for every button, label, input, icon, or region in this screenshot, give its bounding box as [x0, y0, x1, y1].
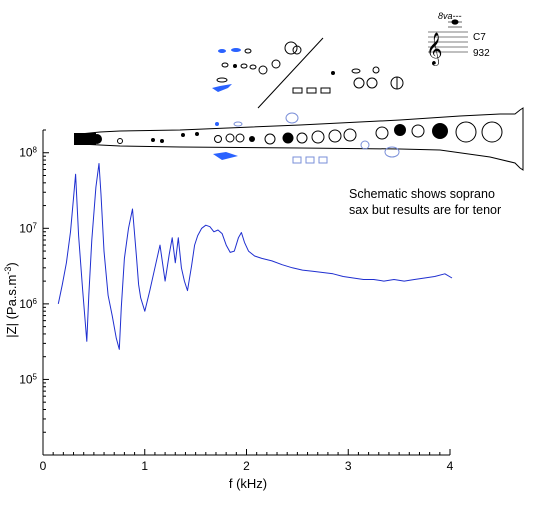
sax-key-ghost: [384, 146, 400, 158]
fingering-key: [258, 65, 268, 75]
sax-tone-hole: [394, 124, 406, 136]
note-frequency: 932: [473, 48, 490, 59]
fingering-key: [353, 77, 365, 89]
x-axis-label: f (kHz): [229, 476, 267, 491]
fingering-chart: [212, 37, 404, 109]
fingering-key: [306, 87, 317, 94]
sax-tone-hole: [481, 121, 503, 143]
fingering-key: [244, 48, 252, 54]
y-axis-label: |Z| (Pa.s.m-3): [3, 262, 19, 337]
y-tick-label: 106: [19, 296, 37, 311]
y-axis-label-close: ): [4, 262, 19, 266]
saxophone-schematic: [74, 107, 524, 171]
sax-mouthpiece: [74, 133, 96, 145]
fingering-key: [240, 63, 248, 69]
annotation-line: Schematic shows soprano: [349, 187, 495, 201]
y-tick-label-base: 10: [19, 221, 33, 235]
sax-tone-hole: [411, 124, 425, 138]
sax-tone-hole: [151, 138, 155, 142]
y-tick-label: 105: [19, 372, 37, 387]
sax-key-highlight: [215, 122, 219, 126]
x-tick-label: 2: [243, 459, 250, 473]
y-axis-label-exponent: -3: [3, 267, 13, 275]
sax-tone-hole: [455, 121, 477, 143]
sax-tone-hole: [328, 129, 342, 143]
sax-tone-hole: [296, 132, 308, 144]
series-layer: [57, 163, 453, 350]
fingering-key: [271, 59, 281, 69]
sax-tone-hole: [264, 133, 276, 145]
annotation-line: sax but results are for tenor: [349, 203, 502, 217]
fingering-key: [292, 87, 303, 94]
sax-key-ghost: [233, 121, 243, 127]
sax-tone-hole: [117, 138, 123, 144]
sax-tone-hole: [181, 133, 185, 137]
note-ottava: 8va---: [438, 11, 462, 21]
y-axis-label-main: |Z| (Pa.s.m: [4, 275, 19, 338]
sax-key-ghost: [360, 140, 370, 150]
fingering-key: [284, 41, 298, 55]
sax-tone-hole: [282, 132, 294, 144]
fingering-divider: [257, 37, 324, 109]
sax-key-ghost: [318, 156, 328, 164]
fingering-key: [216, 77, 228, 83]
fingering-key: [249, 64, 257, 70]
y-tick-label-exponent: 5: [33, 372, 38, 381]
x-tick-label: 1: [141, 459, 148, 473]
sax-key-ghost: [305, 156, 315, 164]
y-tick-label-base: 10: [19, 146, 33, 160]
note-name: C7: [473, 32, 486, 43]
sax-tone-hole: [249, 136, 255, 142]
sax-key-highlight: [213, 152, 238, 160]
sax-tone-hole: [311, 130, 325, 144]
note-head: [451, 19, 459, 25]
annotation-note: Schematic shows soprano sax but results …: [349, 186, 501, 218]
plot-axes: [42, 130, 450, 456]
y-tick-label-base: 10: [19, 372, 33, 386]
fingering-key: [320, 87, 331, 94]
sax-tone-hole: [343, 128, 357, 142]
y-tick-label-base: 10: [19, 297, 33, 311]
fingering-key: [372, 66, 380, 74]
sax-tone-hole: [235, 133, 245, 143]
sax-tone-hole: [214, 135, 222, 143]
y-tick-label: 107: [19, 221, 37, 236]
sax-body-outline: [79, 107, 524, 171]
fingering-key: [331, 71, 335, 75]
sax-tone-hole: [160, 139, 164, 143]
fingering-key: [221, 62, 229, 68]
x-axis-ticks: 0 1 2 3 4: [40, 449, 454, 473]
sax-tone-hole: [375, 126, 389, 140]
sax-key-ghost: [285, 112, 299, 124]
y-tick-label-exponent: 8: [33, 145, 38, 154]
y-tick-label-exponent: 7: [33, 221, 38, 230]
sax-tone-hole: [92, 134, 102, 144]
fingering-key: [351, 68, 361, 74]
x-tick-label: 4: [447, 459, 454, 473]
fingering-key: [366, 77, 378, 89]
treble-clef-icon: 𝄞: [426, 33, 443, 66]
y-tick-label: 108: [19, 145, 37, 160]
impedance-series-line: [57, 163, 453, 350]
sax-tone-hole: [432, 123, 448, 139]
sax-tone-hole: [225, 133, 235, 143]
x-tick-label: 3: [345, 459, 352, 473]
fingering-key-highlight: [212, 84, 232, 92]
fingering-key: [231, 48, 241, 52]
fingering-key: [233, 64, 237, 68]
sax-tone-hole: [195, 132, 199, 136]
fingering-key: [292, 45, 302, 55]
sax-key-ghost: [292, 156, 302, 164]
x-tick-label: 0: [40, 459, 47, 473]
note-inset: 8va--- 𝄞 C7 932: [426, 11, 490, 66]
fingering-key: [218, 49, 226, 53]
y-tick-label-exponent: 6: [33, 296, 38, 305]
